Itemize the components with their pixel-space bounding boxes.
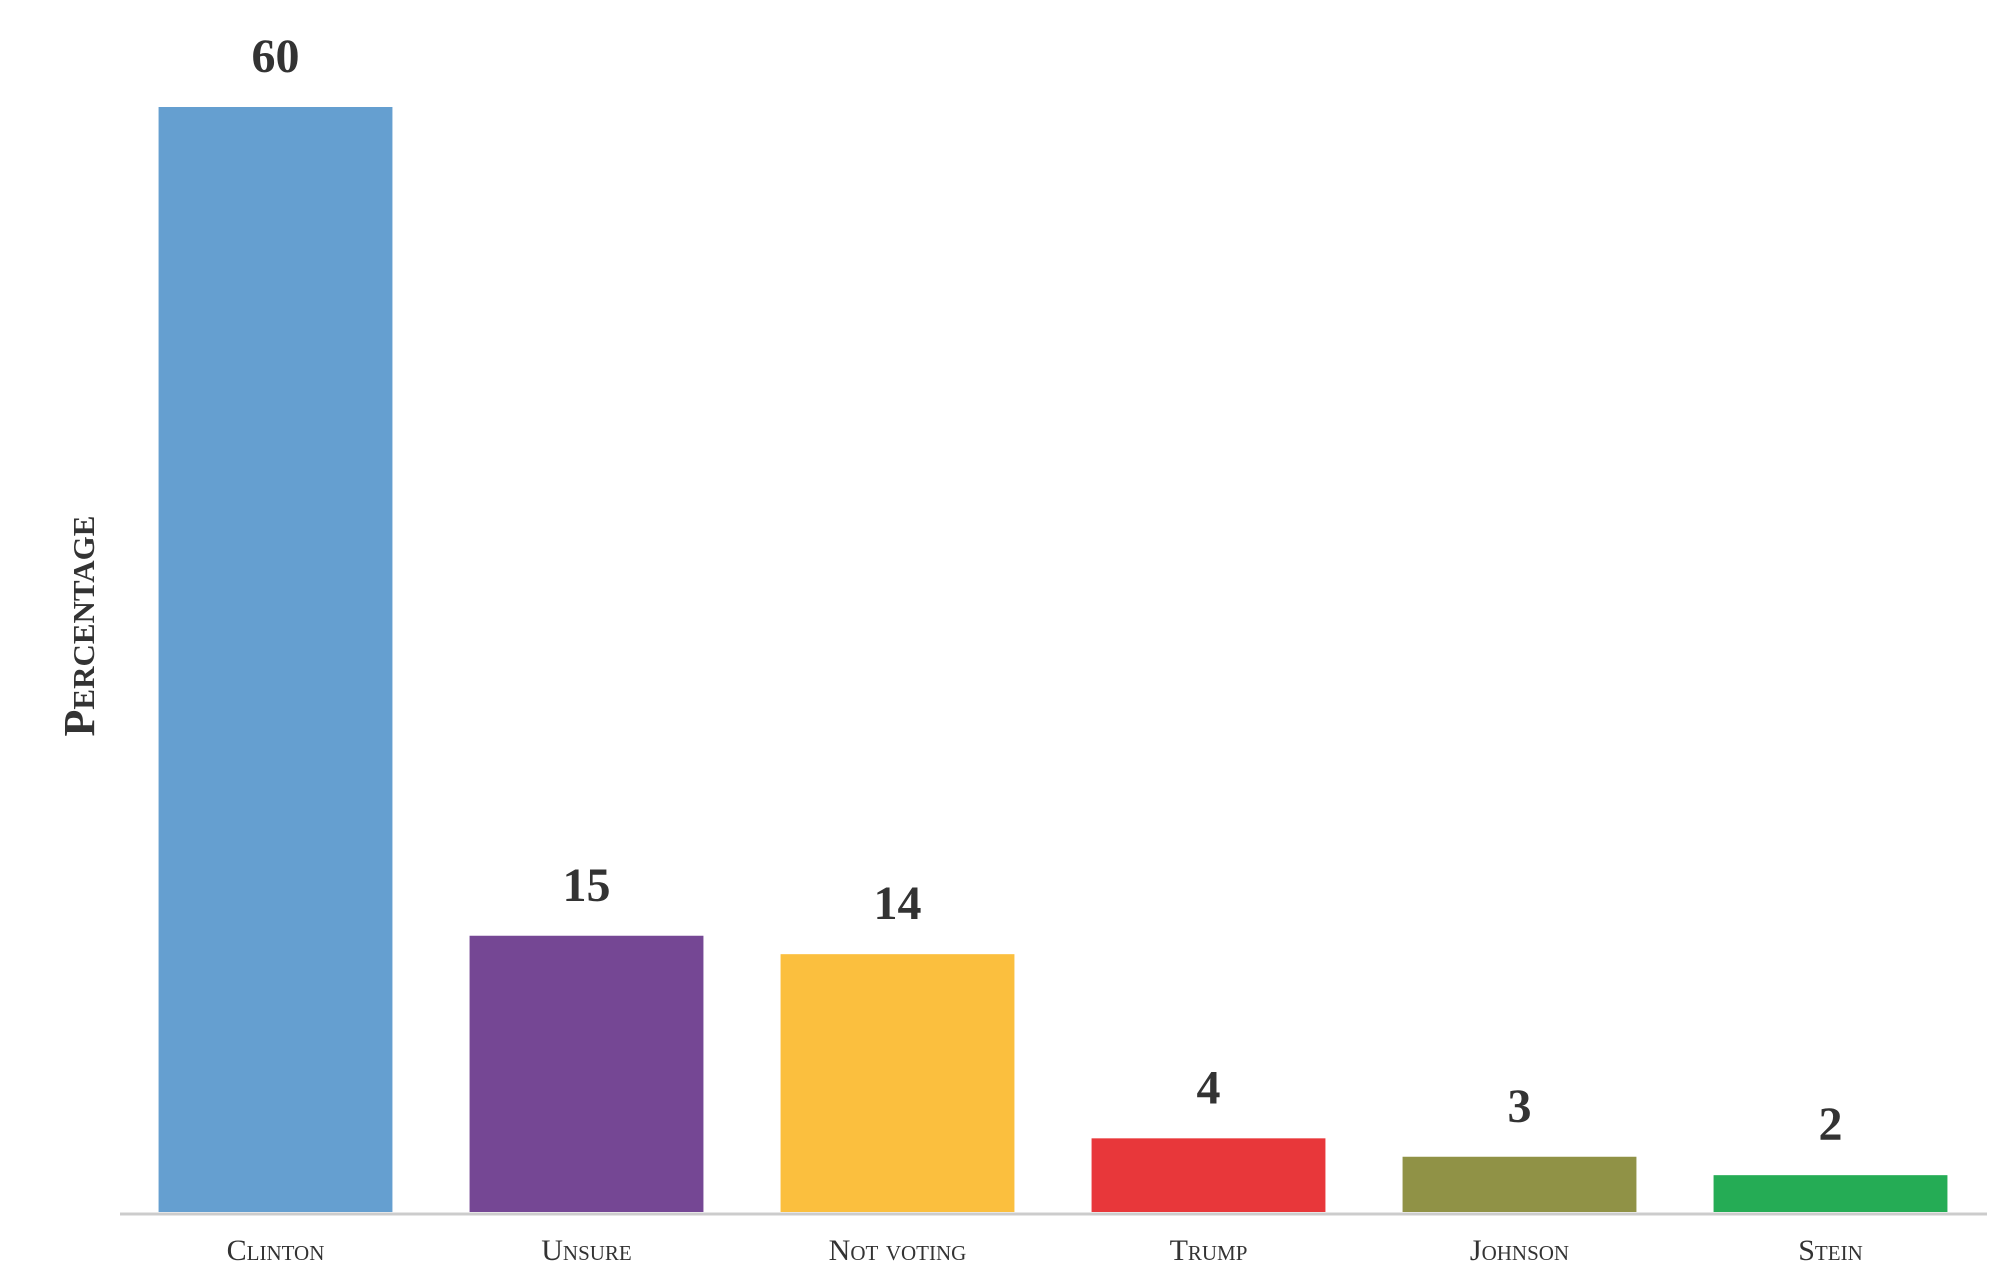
value-label: 4 (1197, 1061, 1221, 1114)
x-tick-label: Unsure (541, 1234, 632, 1267)
x-tick-label: Trump (1170, 1234, 1248, 1267)
value-label: 60 (252, 30, 300, 83)
bar (1091, 1138, 1326, 1212)
bar (1713, 1175, 1948, 1212)
bar (158, 107, 393, 1212)
x-tick-label: Johnson (1470, 1234, 1569, 1267)
value-label: 14 (874, 877, 922, 930)
x-tick-label: Not voting (829, 1234, 967, 1267)
y-axis-label: Percentage (55, 516, 104, 737)
bar (1402, 1156, 1637, 1212)
bar (780, 954, 1015, 1212)
value-label: 15 (563, 859, 611, 912)
value-label: 3 (1508, 1080, 1532, 1133)
value-label: 2 (1819, 1098, 1843, 1151)
x-tick-label: Clinton (227, 1234, 325, 1267)
bar (469, 935, 704, 1212)
x-tick-label: Stein (1798, 1234, 1863, 1267)
